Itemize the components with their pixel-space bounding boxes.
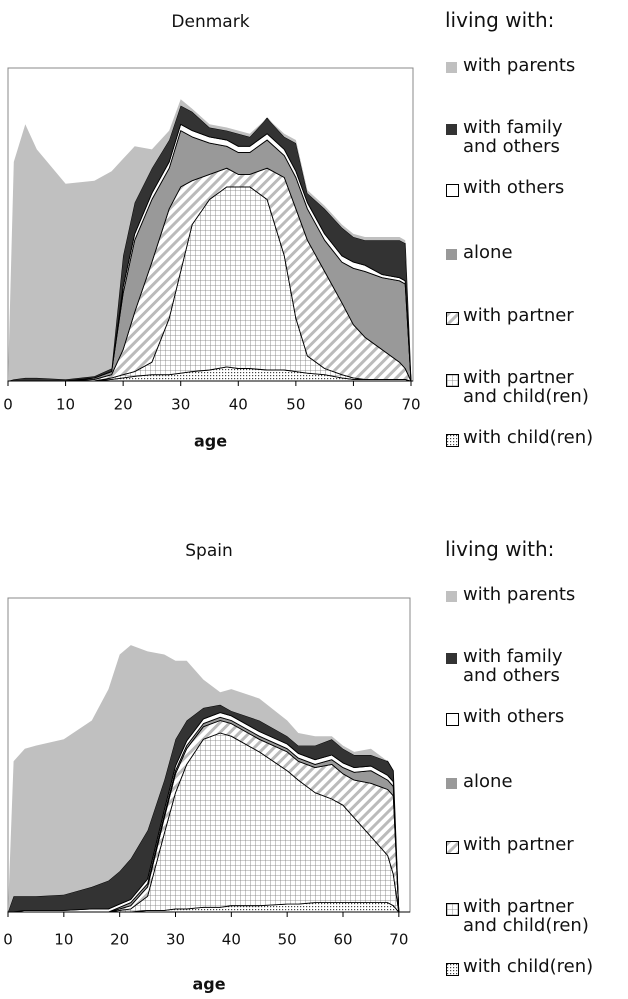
x-axis-label: age bbox=[192, 975, 225, 994]
legend-title: living with: bbox=[445, 537, 555, 561]
legend-swatch bbox=[446, 312, 459, 325]
swatch-pattern bbox=[447, 842, 458, 853]
x-tick-label: 70 bbox=[389, 931, 408, 949]
legend-label: with partner bbox=[463, 834, 574, 855]
chart-title: Denmark bbox=[171, 12, 249, 32]
swatch-fill bbox=[447, 375, 458, 386]
x-axis-label: age bbox=[194, 432, 227, 451]
legend-swatch bbox=[446, 124, 457, 135]
legend-label: with child(ren) bbox=[463, 956, 594, 977]
swatch-fill bbox=[447, 313, 458, 324]
x-tick-label: 10 bbox=[54, 931, 73, 949]
x-tick-label: 20 bbox=[114, 396, 133, 414]
x-tick-label: 70 bbox=[401, 396, 420, 414]
x-tick-label: 0 bbox=[3, 396, 13, 414]
swatch-fill bbox=[447, 435, 458, 446]
legend-swatch bbox=[446, 184, 459, 197]
legend-label: with family and others bbox=[463, 117, 563, 157]
legend-swatch bbox=[446, 963, 459, 976]
legend-swatch bbox=[446, 249, 457, 260]
swatch-pattern bbox=[447, 313, 458, 324]
swatch-fill bbox=[447, 842, 458, 853]
legend-swatch bbox=[446, 374, 459, 387]
legend-label: with family and others bbox=[463, 646, 563, 686]
legend-swatch bbox=[446, 841, 459, 854]
legend-label: with others bbox=[463, 177, 565, 198]
swatch-pattern bbox=[447, 964, 458, 975]
legend-label: with partner bbox=[463, 305, 574, 326]
legend-swatch bbox=[446, 713, 459, 726]
legend-label: alone bbox=[463, 242, 513, 263]
swatch-pattern bbox=[447, 375, 458, 386]
legend-label: with parents bbox=[463, 584, 576, 605]
x-tick-label: 20 bbox=[110, 931, 129, 949]
legend-label: with partner and child(ren) bbox=[463, 367, 589, 407]
x-tick-label: 0 bbox=[3, 931, 13, 949]
swatch-pattern bbox=[447, 435, 458, 446]
x-tick-label: 60 bbox=[344, 396, 363, 414]
x-tick-label: 30 bbox=[166, 931, 185, 949]
chart-title: Spain bbox=[185, 541, 233, 561]
x-tick-label: 40 bbox=[229, 396, 248, 414]
legend-label: with others bbox=[463, 706, 565, 727]
legend-label: alone bbox=[463, 771, 513, 792]
x-tick-label: 30 bbox=[171, 396, 190, 414]
x-tick-label: 10 bbox=[56, 396, 75, 414]
legend-label: with partner and child(ren) bbox=[463, 896, 589, 936]
x-tick-label: 50 bbox=[278, 931, 297, 949]
x-tick-label: 40 bbox=[222, 931, 241, 949]
swatch-fill bbox=[447, 964, 458, 975]
area bbox=[8, 645, 399, 912]
legend-swatch bbox=[446, 62, 457, 73]
x-tick-label: 60 bbox=[333, 931, 352, 949]
swatch-fill bbox=[447, 904, 458, 915]
legend-swatch bbox=[446, 903, 459, 916]
legend-swatch bbox=[446, 778, 457, 789]
x-tick-label: 50 bbox=[286, 396, 305, 414]
legend-label: with parents bbox=[463, 55, 576, 76]
legend-swatch bbox=[446, 591, 457, 602]
legend-label: with child(ren) bbox=[463, 427, 594, 448]
legend-title: living with: bbox=[445, 8, 555, 32]
legend-swatch bbox=[446, 434, 459, 447]
area bbox=[8, 99, 411, 382]
swatch-pattern bbox=[447, 904, 458, 915]
legend-swatch bbox=[446, 653, 457, 664]
